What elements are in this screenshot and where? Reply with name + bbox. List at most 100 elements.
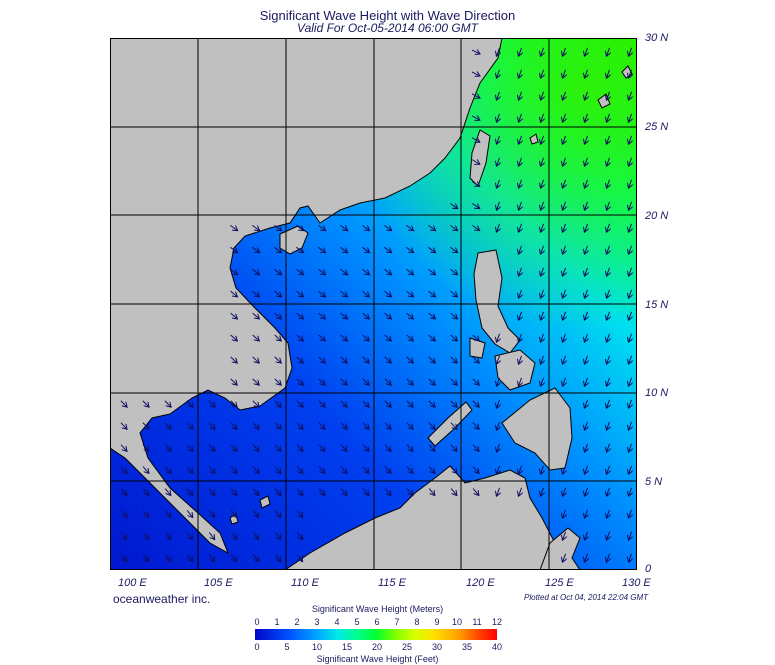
- wave-arrow: [318, 378, 325, 385]
- wave-arrow: [428, 356, 436, 363]
- wave-arrow: [274, 444, 281, 452]
- wave-arrow: [208, 554, 214, 561]
- wave-arrow: [318, 400, 325, 407]
- wave-arrow: [362, 334, 370, 341]
- wave-arrow: [252, 554, 258, 561]
- wave-arrow: [252, 532, 258, 539]
- wave-arrow: [472, 334, 480, 341]
- wave-arrow: [384, 246, 391, 252]
- wave-arrow: [584, 443, 587, 452]
- wave-arrow: [296, 510, 303, 517]
- wave-arrow: [518, 311, 521, 320]
- colorbar-meters-tick: 4: [334, 617, 340, 627]
- wave-arrow: [584, 223, 587, 232]
- wave-arrow: [471, 50, 480, 54]
- wave-arrow: [518, 289, 521, 298]
- wave-arrow: [562, 179, 565, 188]
- wave-arrow: [562, 245, 565, 254]
- wave-arrow: [296, 554, 302, 561]
- wave-arrow: [584, 91, 587, 100]
- wave-arrow: [406, 268, 413, 275]
- wave-arrow: [406, 378, 413, 385]
- wave-arrow: [628, 201, 631, 210]
- wave-arrow: [450, 334, 458, 341]
- wave-arrow: [318, 224, 325, 230]
- wave-arrow: [274, 422, 281, 430]
- wave-arrow: [606, 355, 609, 364]
- wave-arrow: [471, 138, 480, 143]
- wave-arrow: [208, 510, 215, 517]
- wave-arrow: [562, 223, 565, 232]
- wave-arrow: [428, 290, 436, 297]
- wave-arrow: [384, 268, 391, 275]
- wave-arrow: [450, 488, 457, 496]
- lon-label-130e: 130 E: [622, 577, 651, 589]
- wave-arrow: [562, 267, 565, 276]
- wave-arrow: [142, 510, 149, 517]
- wave-arrow: [406, 246, 413, 252]
- wave-arrow: [584, 47, 587, 56]
- wave-arrow: [471, 160, 480, 165]
- wave-arrow: [540, 487, 543, 496]
- wave-arrow: [472, 356, 480, 363]
- wave-arrow: [384, 334, 392, 341]
- wave-arrow: [384, 488, 391, 496]
- wave-arrow: [518, 245, 521, 254]
- lon-label-105e: 105 E: [204, 577, 233, 589]
- wave-arrow: [252, 400, 259, 407]
- wave-arrow: [296, 334, 304, 341]
- wave-arrow: [340, 312, 348, 319]
- wave-arrow: [186, 532, 192, 539]
- wave-arrow: [518, 465, 521, 474]
- wave-arrow: [450, 246, 457, 252]
- colorbar-feet-tick: 10: [311, 642, 323, 652]
- wave-arrow: [496, 377, 499, 386]
- wave-arrow: [120, 488, 127, 496]
- wave-arrow: [540, 47, 543, 56]
- wave-arrow: [230, 290, 238, 297]
- wave-arrow: [318, 246, 325, 252]
- wave-arrow: [406, 224, 413, 230]
- wave-arrow: [296, 312, 304, 319]
- wave-arrow: [252, 356, 260, 363]
- lat-label-30n: 30 N: [645, 32, 669, 44]
- wave-arrow: [450, 290, 458, 297]
- map-title: Significant Wave Height with Wave Direct…: [259, 8, 516, 23]
- wave-arrow: [274, 312, 282, 319]
- wave-arrow: [562, 135, 565, 144]
- wave-arrow: [472, 422, 479, 430]
- colorbar-feet-tick: 5: [284, 642, 290, 652]
- wave-arrow: [384, 422, 391, 430]
- wave-arrow: [318, 312, 326, 319]
- wave-arrow: [252, 246, 259, 252]
- colorbar-meters-tick: 1: [274, 617, 280, 627]
- wave-arrow: [606, 465, 609, 474]
- wave-arrow: [230, 488, 237, 496]
- wave-arrow: [142, 400, 149, 407]
- wave-arrow: [208, 444, 215, 452]
- wave-arrow: [450, 466, 457, 474]
- wave-arrow: [186, 488, 193, 496]
- wave-arrow: [518, 135, 521, 144]
- wave-arrow: [428, 444, 435, 452]
- wave-arrow: [274, 378, 281, 385]
- wave-arrow: [362, 378, 369, 385]
- lon-label-125e: 125 E: [545, 577, 574, 589]
- wave-arrow: [384, 224, 391, 230]
- wave-arrow: [562, 113, 565, 122]
- wave-arrow: [296, 466, 303, 474]
- wave-arrow: [540, 355, 543, 364]
- wave-arrow: [186, 444, 193, 452]
- colorbar-feet-tick: 15: [341, 642, 353, 652]
- wave-arrow: [164, 554, 170, 561]
- wave-arrow: [164, 466, 171, 474]
- wave-arrow: [628, 135, 631, 144]
- wave-arrow: [540, 223, 543, 232]
- wave-arrow: [340, 378, 347, 385]
- wave-arrow: [450, 356, 458, 363]
- lat-label-0: 0: [645, 563, 652, 575]
- wave-arrow: [496, 355, 499, 364]
- luzon-island: [473, 249, 521, 354]
- wave-arrow: [584, 333, 587, 342]
- wave-arrow: [562, 311, 565, 320]
